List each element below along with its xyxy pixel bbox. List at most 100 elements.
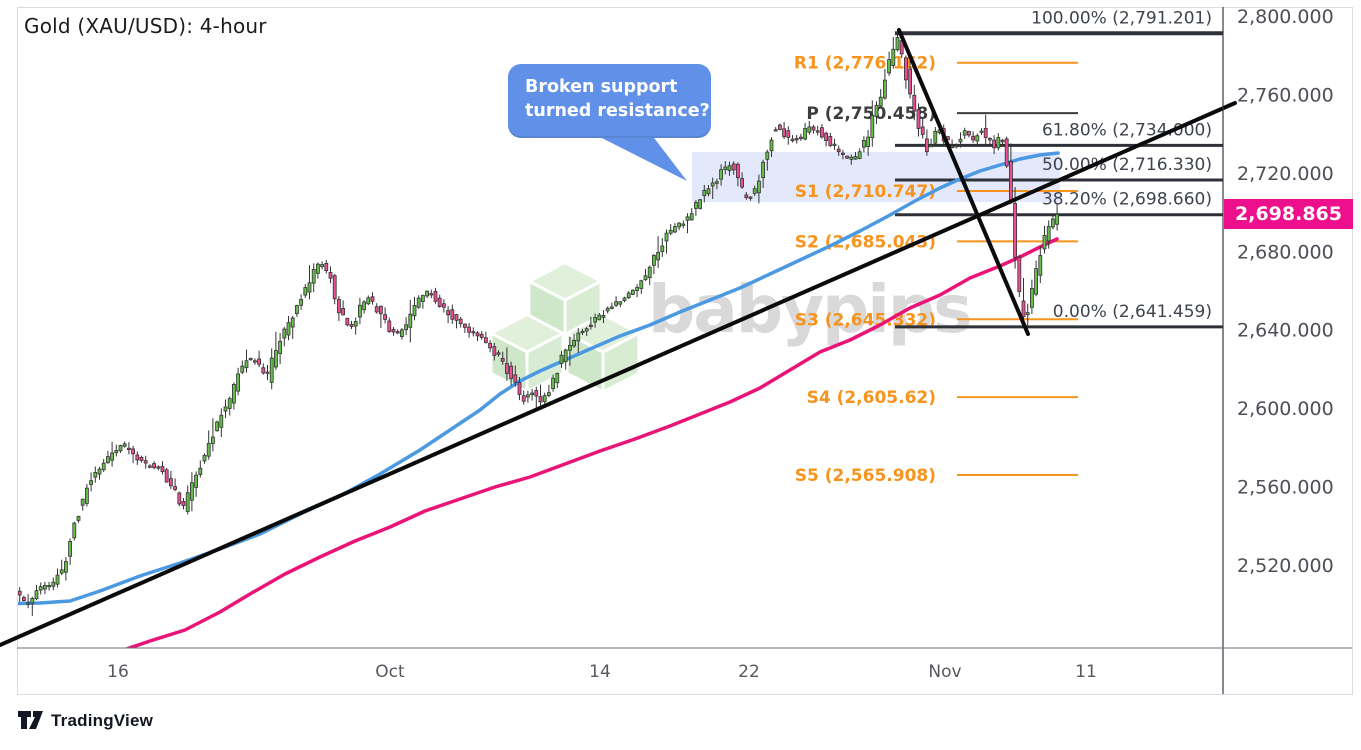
candle-body [290,317,295,328]
candle-body [551,377,555,389]
candle-body [68,541,72,557]
candle-body [425,290,430,297]
y-axis-label: 2,680.000 [1237,241,1334,263]
x-axis-label: 11 [1075,662,1097,682]
candle-body [698,199,702,209]
candle-body [971,135,975,141]
candle-body [147,465,152,468]
candle-body [311,268,316,284]
candle-body [433,290,438,302]
candle-body [320,264,325,267]
candle-body [160,466,165,473]
candle-body [874,104,879,117]
fib-trendline [897,28,1030,336]
candle-body [517,382,522,395]
candle-body [656,251,660,261]
candle-body [181,501,186,506]
candle-body [336,299,341,314]
candle-body [849,156,854,160]
candle-body [996,137,1001,149]
candle-body [231,384,236,404]
candle-body [811,126,816,131]
candle-body [47,585,51,588]
candle-body [387,320,392,332]
annotation-bubble-tail [586,130,687,181]
candle-body [950,145,954,149]
candle-body [962,130,967,136]
candle-body [450,309,455,320]
candle-body [689,213,694,221]
candle-body [513,374,518,383]
candle-body [257,358,262,365]
candle-body [261,367,266,374]
y-axis-label: 2,720.000 [1237,163,1334,185]
candle-body [353,321,358,327]
candle-body [878,96,883,107]
candle-body [593,317,597,323]
candle-body [131,448,136,455]
candle-body [681,223,686,226]
candle-body [803,128,807,140]
candle-body [773,129,778,132]
candle-body [563,349,568,363]
candle-body [626,292,631,299]
candle-body [904,57,908,81]
candle-body [89,480,93,485]
candle-body [778,124,782,130]
candle-body [584,328,589,332]
pivot-label-S5: S5 (2,565.908) [795,466,936,486]
candle-body [357,304,362,318]
rising-trendline [0,101,1237,647]
candle-body [748,196,753,199]
candle-body [85,487,89,504]
candle-body [1017,256,1022,292]
candle-body [72,522,77,539]
candle-body [299,299,304,306]
candle-body [769,139,774,152]
x-axis-label: 16 [107,662,129,682]
candle-body [740,178,744,188]
candle-body [412,304,417,317]
candle-body [967,130,971,136]
candle-body [500,358,505,362]
annotation-line-2: turned resistance? [525,100,710,121]
x-axis-label: Nov [928,662,961,682]
candles [18,33,1059,616]
candle-body [664,232,669,242]
candle-body [240,365,245,373]
candle-body [429,293,434,296]
candle-body [614,301,618,306]
candle-body [761,161,765,178]
candle-body [156,466,161,469]
candle-body [1046,226,1051,242]
candle-body [416,297,421,308]
candle-body [236,373,241,392]
candle-body [601,315,606,318]
candle-body [349,323,354,327]
candle-body [639,280,644,289]
candle-body [43,584,47,590]
candle-body [820,127,824,138]
candle-body [362,301,367,311]
candle-body [660,245,665,253]
watermark: babypips [487,260,972,395]
chart-title: Gold (XAU/USD): 4-hour [24,14,267,38]
candle-body [1013,203,1017,258]
candle-body [441,303,446,308]
candle-body [483,337,488,343]
annotation-bubble: Broken support turned resistance? [508,64,711,138]
candle-body [446,310,451,316]
candle-body [912,94,917,112]
candle-body [736,163,740,179]
tradingview-attribution[interactable]: TradingView [17,710,153,731]
candle-body [252,360,257,363]
candle-body [374,306,379,313]
candle-body [1000,139,1005,143]
candle-body [752,188,757,194]
candle-body [55,574,60,585]
candle-body [887,59,891,74]
candle-body [475,332,480,337]
candle-body [391,328,396,333]
candle-body [559,354,564,364]
candle-body [824,132,828,141]
